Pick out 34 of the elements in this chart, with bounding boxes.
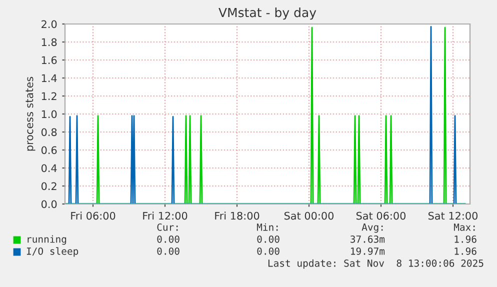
y-tick-label: 2.0 — [42, 20, 57, 28]
y-tick-label: 1.8 — [42, 38, 57, 46]
y-axis-title: process states — [26, 76, 36, 151]
chart-title: VMstat - by day — [218, 8, 316, 20]
text: 0.00 — [257, 247, 280, 255]
text: Max: — [454, 224, 475, 231]
x-tick-label: Sat 12:00 — [428, 212, 478, 220]
x-tick-label: Fri 18:00 — [215, 212, 260, 220]
text: 1.96 — [454, 235, 476, 243]
y-tick-label: 1.0 — [42, 110, 57, 118]
text: 19.97m — [351, 247, 385, 255]
text: Last update: Sat Nov 8 13:00:06 2025 — [268, 259, 484, 269]
y-tick-label: 0.0 — [41, 200, 57, 208]
text: 0.00 — [257, 235, 280, 243]
y-tick-label: 0.6 — [41, 146, 57, 154]
x-tick-label: Fri 12:00 — [143, 212, 188, 220]
x-tick-label: Sat 00:00 — [284, 212, 334, 220]
y-tick-label: 1.4 — [42, 74, 57, 82]
text: 37.63m — [350, 235, 385, 243]
y-tick-label: 1.6 — [42, 56, 57, 64]
text: 0.00 — [157, 235, 180, 243]
y-tick-label: 1.2 — [42, 92, 56, 100]
y-tick-label: 0.2 — [41, 182, 56, 190]
y-tick-label: 0.8 — [41, 128, 57, 136]
x-tick-label: Sat 06:00 — [356, 212, 406, 220]
text: 1.96 — [454, 247, 476, 255]
text: Min: — [256, 223, 278, 231]
y-tick-label: 0.4 — [41, 164, 57, 172]
text: Cur: — [157, 223, 178, 231]
x-tick-label: Fri 06:00 — [71, 212, 116, 220]
text: 0.00 — [157, 247, 180, 255]
text: Avg: — [362, 224, 383, 233]
legend-label: I/O sleep — [26, 247, 78, 257]
legend-label: running — [28, 235, 66, 245]
